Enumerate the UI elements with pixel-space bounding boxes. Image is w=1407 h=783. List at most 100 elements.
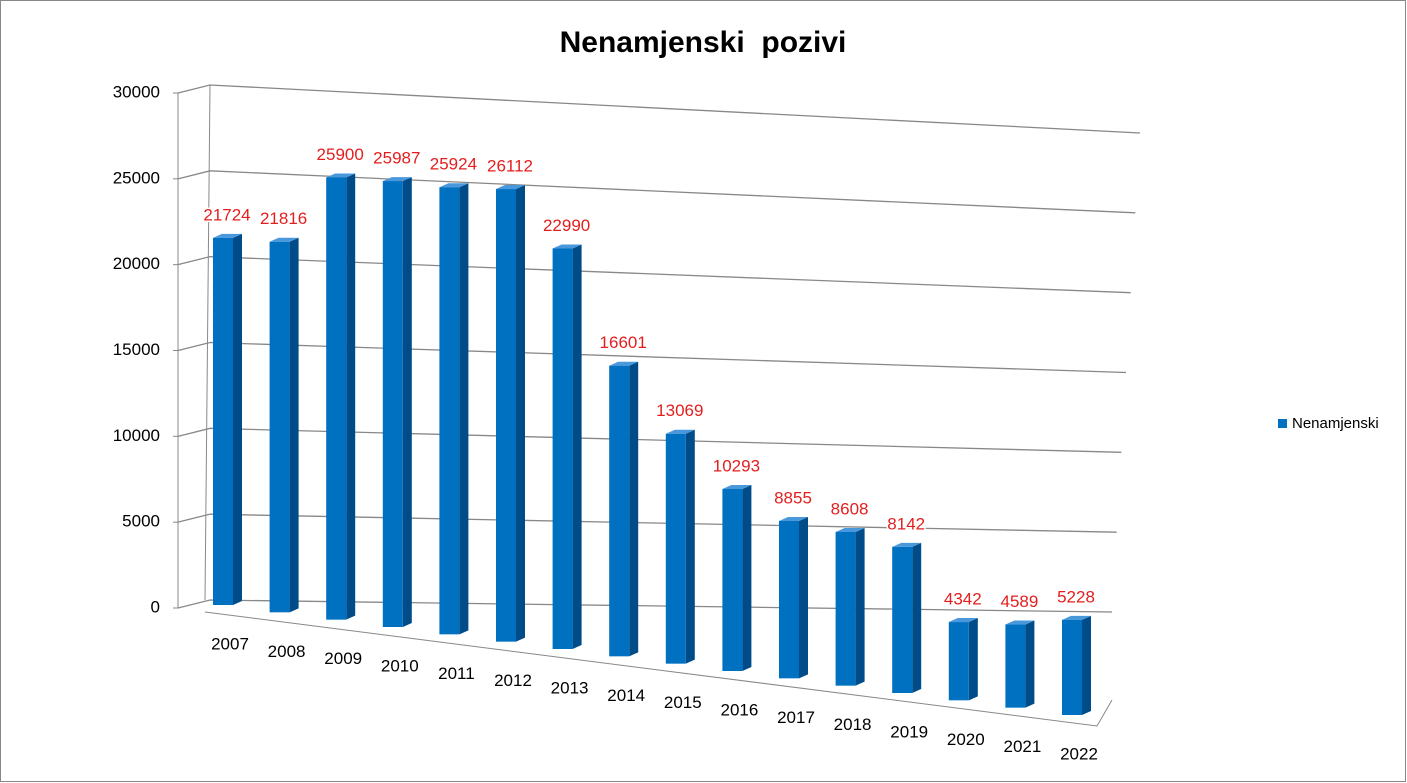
x-tick-label: 2011 xyxy=(438,664,475,683)
bar-front xyxy=(496,189,516,642)
bar-front xyxy=(779,521,799,679)
bar-front xyxy=(609,365,630,657)
legend-swatch xyxy=(1278,419,1287,428)
bar xyxy=(552,244,582,649)
y-tick-label: 10000 xyxy=(113,426,160,445)
bar xyxy=(269,237,299,613)
x-tick-label: 2008 xyxy=(268,642,306,661)
data-label: 16601 xyxy=(600,333,647,352)
bar-top xyxy=(269,237,299,242)
bar-top xyxy=(835,527,865,532)
bar-front xyxy=(892,546,913,693)
bar-top xyxy=(948,618,978,623)
x-tick-label: 2007 xyxy=(211,634,249,653)
y-tick-label: 0 xyxy=(151,597,160,616)
data-label: 21724 xyxy=(203,205,250,224)
data-label: 22990 xyxy=(543,216,590,235)
bar-side xyxy=(912,542,922,693)
data-label: 21816 xyxy=(260,209,307,228)
bar-side xyxy=(572,244,582,649)
data-label: 8142 xyxy=(887,514,925,533)
bar-side xyxy=(459,183,469,635)
bar xyxy=(439,183,469,635)
bar-top xyxy=(382,177,412,182)
bar-front xyxy=(326,177,347,620)
bar xyxy=(213,233,242,606)
grid-line xyxy=(177,599,1113,613)
bar xyxy=(665,429,695,664)
bar xyxy=(722,485,752,671)
bar-side xyxy=(629,361,639,657)
grid-line xyxy=(177,170,1136,214)
data-label: 4342 xyxy=(944,590,982,609)
bar-top xyxy=(779,517,808,522)
bar-front xyxy=(552,248,573,649)
bar-front xyxy=(835,531,856,686)
bar-top xyxy=(326,173,356,178)
y-tick-label: 25000 xyxy=(113,168,160,187)
x-tick-label: 2019 xyxy=(890,722,928,741)
bar xyxy=(1005,620,1035,708)
data-label: 26112 xyxy=(487,157,533,176)
y-tick-label: 5000 xyxy=(122,512,160,531)
x-tick-label: 2021 xyxy=(1003,737,1041,756)
bar-top xyxy=(892,542,922,547)
data-label: 8608 xyxy=(831,499,869,518)
data-label: 8855 xyxy=(774,488,812,507)
x-tick-label: 2012 xyxy=(494,671,532,690)
bar-top xyxy=(439,183,469,188)
data-label: 4589 xyxy=(1000,592,1038,611)
bar-top xyxy=(722,485,752,490)
x-tick-label: 2022 xyxy=(1060,744,1098,763)
y-tick-label: 30000 xyxy=(113,82,160,101)
bar-top xyxy=(665,429,695,434)
bar-top xyxy=(552,244,582,249)
bar-top xyxy=(609,361,639,366)
x-tick-label: 2010 xyxy=(381,656,419,675)
x-tick-label: 2017 xyxy=(777,708,815,727)
legend-label: Nenamjenski xyxy=(1292,415,1379,432)
bar-front xyxy=(1062,619,1082,715)
grid-line xyxy=(177,513,1117,533)
bar xyxy=(779,517,808,679)
data-label: 13069 xyxy=(656,401,703,420)
grid-line xyxy=(177,427,1122,453)
bar-side xyxy=(742,485,752,671)
bar-side xyxy=(799,517,808,679)
bar-front xyxy=(1005,624,1026,708)
data-label: 5228 xyxy=(1057,587,1095,606)
x-tick-label: 2015 xyxy=(664,693,702,712)
bar-side xyxy=(1025,620,1035,708)
bar-front xyxy=(722,489,743,671)
chart-title: Nenamjenski pozivi xyxy=(560,26,847,59)
grid-line xyxy=(177,256,1131,294)
data-label: 25900 xyxy=(317,145,364,164)
bar xyxy=(835,527,865,686)
x-tick-label: 2009 xyxy=(324,649,362,668)
bar-front xyxy=(269,241,290,613)
bar-top xyxy=(1005,620,1035,625)
y-tick-label: 20000 xyxy=(113,254,160,273)
data-label: 10293 xyxy=(713,457,760,476)
bar-top xyxy=(496,185,525,190)
bar-side xyxy=(289,237,299,613)
bar-front xyxy=(382,181,403,627)
bar-side xyxy=(402,177,412,627)
bar-front xyxy=(439,187,460,635)
bar-top xyxy=(213,233,242,238)
data-label: 25987 xyxy=(373,149,420,168)
bar xyxy=(609,361,639,657)
x-tick-label: 2014 xyxy=(607,686,645,705)
bar-front xyxy=(948,622,969,701)
x-tick-label: 2016 xyxy=(720,700,758,719)
back-wall-edge xyxy=(204,84,211,601)
x-tick-label: 2013 xyxy=(551,678,589,697)
bar-side xyxy=(233,233,242,606)
bar xyxy=(892,542,922,693)
bar xyxy=(948,618,978,701)
bar-side xyxy=(855,527,865,686)
bar-front xyxy=(213,237,233,606)
bar-side xyxy=(685,429,695,664)
